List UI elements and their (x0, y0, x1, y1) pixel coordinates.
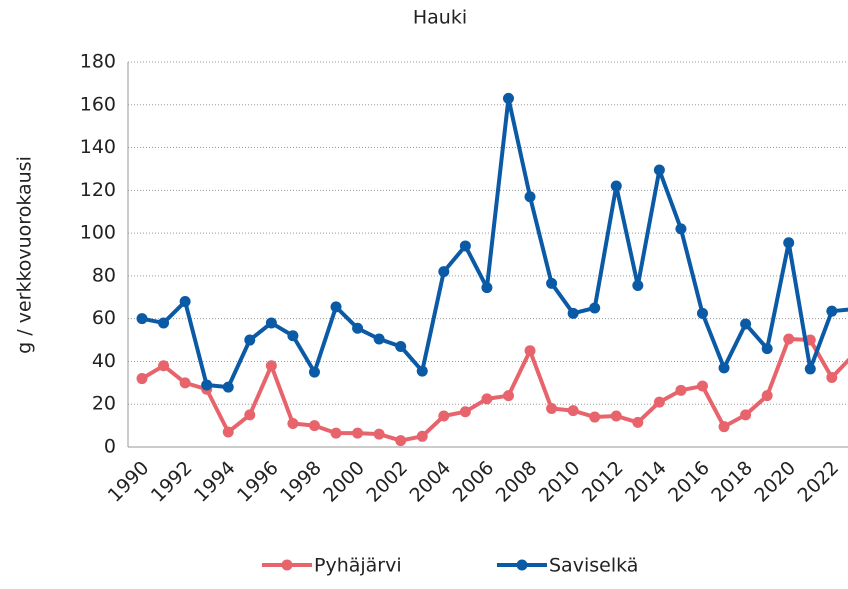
data-point (352, 323, 363, 334)
data-point (503, 93, 514, 104)
y-tick-label: 140 (80, 136, 116, 158)
data-point (352, 428, 363, 439)
y-tick-label: 60 (92, 307, 116, 329)
y-tick-label: 120 (80, 179, 116, 201)
x-tick-label: 1992 (147, 457, 197, 507)
data-point (568, 308, 579, 319)
data-point (137, 313, 148, 324)
data-point (740, 409, 751, 420)
data-point (460, 240, 471, 251)
data-point (460, 406, 471, 417)
x-tick-label: 1998 (276, 457, 326, 507)
y-tick-label: 20 (92, 393, 116, 415)
data-point (719, 421, 730, 432)
data-point (287, 330, 298, 341)
data-point (417, 431, 428, 442)
data-point (180, 377, 191, 388)
data-point (697, 308, 708, 319)
x-tick-label: 1996 (233, 457, 283, 507)
data-point (309, 420, 320, 431)
data-point (740, 319, 751, 330)
x-tick-label: 2004 (405, 457, 455, 507)
data-point (481, 282, 492, 293)
data-point (762, 343, 773, 354)
data-point (374, 333, 385, 344)
data-point (675, 223, 686, 234)
data-point (201, 379, 212, 390)
data-point (137, 373, 148, 384)
data-point (223, 427, 234, 438)
data-point (481, 393, 492, 404)
legend-marker (282, 560, 293, 571)
data-point (762, 390, 773, 401)
data-point (719, 362, 730, 373)
data-point (826, 372, 837, 383)
data-point (783, 333, 794, 344)
x-tick-label: 2006 (449, 457, 499, 507)
data-point (826, 306, 837, 317)
y-axis-label: g / verkkovuorokausi (14, 156, 36, 354)
legend-label: Saviselkä (549, 555, 638, 577)
data-point (783, 237, 794, 248)
data-point (266, 360, 277, 371)
y-tick-label: 160 (80, 93, 116, 115)
data-point (309, 367, 320, 378)
data-point (438, 410, 449, 421)
x-tick-label: 2018 (707, 457, 757, 507)
data-point (503, 390, 514, 401)
data-point (568, 405, 579, 416)
data-point (395, 435, 406, 446)
data-point (697, 381, 708, 392)
data-point (158, 317, 169, 328)
y-tick-label: 0 (104, 436, 116, 458)
x-tick-label: 2016 (664, 457, 714, 507)
data-point (805, 363, 816, 374)
data-point (525, 191, 536, 202)
series-line (142, 339, 848, 441)
data-point (632, 417, 643, 428)
y-tick-label: 40 (92, 350, 116, 372)
data-point (632, 280, 643, 291)
data-point (654, 165, 665, 176)
data-point (331, 301, 342, 312)
chart-title: Hauki (413, 7, 467, 29)
data-point (546, 278, 557, 289)
data-point (180, 296, 191, 307)
data-point (654, 397, 665, 408)
data-point (417, 366, 428, 377)
data-point (589, 412, 600, 423)
x-tick-label: 2000 (319, 457, 369, 507)
data-point (525, 345, 536, 356)
x-tick-label: 2010 (535, 457, 585, 507)
y-tick-label: 180 (80, 51, 116, 73)
data-point (395, 341, 406, 352)
data-point (244, 409, 255, 420)
x-tick-label: 2014 (621, 457, 671, 507)
data-point (374, 429, 385, 440)
x-tick-label: 1990 (104, 457, 154, 507)
x-tick-label: 2022 (794, 457, 844, 507)
legend-label: Pyhäjärvi (314, 555, 402, 577)
data-point (287, 418, 298, 429)
x-tick-label: 2008 (492, 457, 542, 507)
data-point (611, 410, 622, 421)
x-tick-label: 2020 (750, 457, 800, 507)
data-point (266, 317, 277, 328)
data-point (546, 403, 557, 414)
data-point (158, 360, 169, 371)
data-point (611, 181, 622, 192)
x-tick-label: 1994 (190, 457, 240, 507)
data-point (675, 385, 686, 396)
data-point (438, 266, 449, 277)
x-tick-label: 2012 (578, 457, 628, 507)
data-point (244, 335, 255, 346)
y-tick-label: 80 (92, 264, 116, 286)
y-tick-label: 100 (80, 222, 116, 244)
data-point (223, 382, 234, 393)
legend-marker (517, 560, 528, 571)
x-tick-label: 2002 (362, 457, 412, 507)
data-point (331, 428, 342, 439)
data-point (589, 302, 600, 313)
